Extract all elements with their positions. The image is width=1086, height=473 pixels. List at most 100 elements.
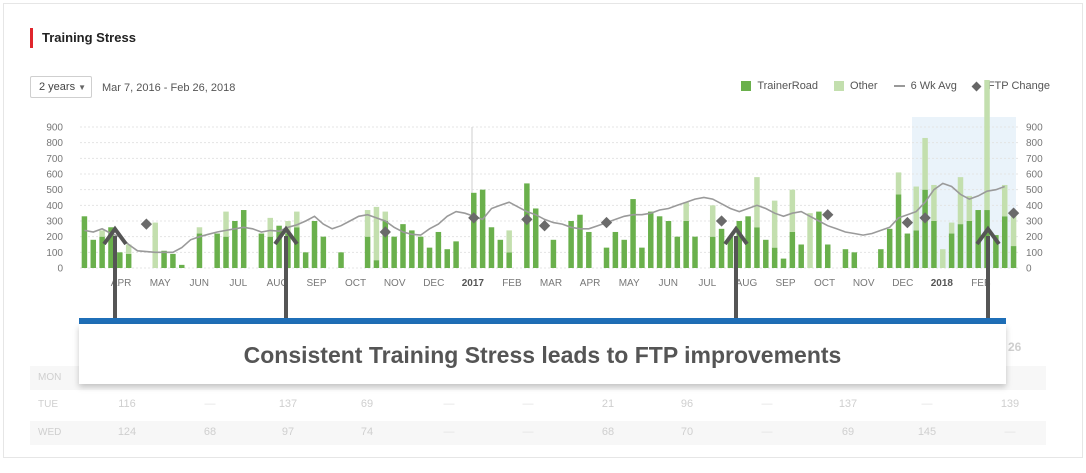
- bar-trainerroad[interactable]: [656, 216, 663, 268]
- bar-trainerroad[interactable]: [506, 252, 512, 268]
- bar-trainerroad[interactable]: [904, 233, 911, 268]
- bar-trainerroad[interactable]: [214, 233, 220, 268]
- bar-trainerroad[interactable]: [709, 236, 716, 268]
- bar-other[interactable]: [125, 244, 132, 254]
- bar-trainerroad[interactable]: [586, 231, 592, 268]
- bar-other[interactable]: [99, 230, 105, 237]
- bar-other[interactable]: [807, 213, 813, 268]
- bar-other[interactable]: [1010, 211, 1017, 247]
- bar-trainerroad[interactable]: [825, 244, 831, 269]
- bar-trainerroad[interactable]: [267, 236, 273, 268]
- bar-trainerroad[interactable]: [117, 252, 123, 268]
- bar-trainerroad[interactable]: [258, 233, 265, 268]
- bar-trainerroad[interactable]: [223, 236, 229, 268]
- ftp-change-marker[interactable]: [538, 220, 551, 232]
- bar-other[interactable]: [294, 211, 300, 228]
- bar-other[interactable]: [789, 189, 796, 232]
- bar-trainerroad[interactable]: [727, 236, 734, 268]
- bar-trainerroad[interactable]: [665, 221, 672, 268]
- bar-other[interactable]: [957, 177, 964, 225]
- ftp-change-marker[interactable]: [1007, 207, 1020, 219]
- bar-trainerroad[interactable]: [81, 216, 88, 268]
- bar-trainerroad[interactable]: [435, 231, 442, 268]
- bar-other[interactable]: [152, 222, 158, 268]
- bar-trainerroad[interactable]: [1010, 246, 1017, 268]
- bar-trainerroad[interactable]: [471, 192, 477, 268]
- bar-trainerroad[interactable]: [816, 211, 822, 268]
- bar-trainerroad[interactable]: [736, 221, 742, 268]
- bar-trainerroad[interactable]: [692, 236, 698, 268]
- bar-trainerroad[interactable]: [497, 239, 504, 268]
- legend-6wk-avg[interactable]: 6 Wk Avg: [893, 80, 957, 92]
- bar-trainerroad[interactable]: [364, 236, 371, 268]
- ftp-change-marker[interactable]: [901, 216, 914, 229]
- bar-trainerroad[interactable]: [931, 221, 937, 268]
- legend-other[interactable]: Other: [834, 80, 878, 92]
- bar-trainerroad[interactable]: [488, 227, 495, 268]
- bar-trainerroad[interactable]: [179, 264, 185, 268]
- bar-trainerroad[interactable]: [276, 225, 282, 268]
- bar-other[interactable]: [948, 222, 955, 234]
- bar-other[interactable]: [984, 80, 990, 211]
- bar-trainerroad[interactable]: [90, 239, 97, 268]
- ftp-change-marker[interactable]: [468, 212, 480, 224]
- bar-other[interactable]: [895, 172, 902, 195]
- bar-trainerroad[interactable]: [479, 189, 486, 268]
- legend-ftp-change[interactable]: FTP Change: [971, 80, 1050, 92]
- legend-trainerroad[interactable]: TrainerRoad: [741, 80, 818, 92]
- bar-trainerroad[interactable]: [639, 247, 645, 268]
- bar-trainerroad[interactable]: [957, 224, 964, 268]
- bar-trainerroad[interactable]: [771, 247, 778, 268]
- bar-other[interactable]: [382, 211, 389, 221]
- bar-trainerroad[interactable]: [382, 221, 389, 268]
- bar-other[interactable]: [966, 195, 973, 221]
- ftp-change-marker[interactable]: [715, 215, 728, 227]
- bar-trainerroad[interactable]: [886, 228, 893, 268]
- bar-trainerroad[interactable]: [125, 253, 132, 268]
- bar-trainerroad[interactable]: [630, 199, 636, 268]
- bar-trainerroad[interactable]: [400, 224, 406, 268]
- bar-trainerroad[interactable]: [444, 249, 450, 268]
- ftp-change-marker[interactable]: [822, 209, 834, 221]
- bar-other[interactable]: [1001, 184, 1008, 217]
- bar-trainerroad[interactable]: [524, 183, 530, 268]
- bar-trainerroad[interactable]: [1001, 216, 1008, 268]
- bar-trainerroad[interactable]: [99, 236, 105, 268]
- bar-trainerroad[interactable]: [674, 236, 681, 268]
- bar-trainerroad[interactable]: [966, 221, 973, 268]
- bar-trainerroad[interactable]: [577, 214, 583, 268]
- bar-other[interactable]: [931, 184, 937, 221]
- bar-trainerroad[interactable]: [161, 250, 167, 268]
- bar-other[interactable]: [196, 227, 203, 234]
- bar-trainerroad[interactable]: [550, 239, 557, 268]
- bar-trainerroad[interactable]: [922, 189, 928, 268]
- bar-other[interactable]: [709, 205, 716, 237]
- bar-other[interactable]: [683, 202, 689, 221]
- ftp-change-marker[interactable]: [600, 216, 613, 229]
- bar-other[interactable]: [754, 177, 760, 228]
- bar-trainerroad[interactable]: [391, 236, 397, 268]
- bar-trainerroad[interactable]: [240, 210, 247, 268]
- ftp-change-marker[interactable]: [919, 212, 931, 224]
- bar-trainerroad[interactable]: [895, 194, 902, 268]
- bar-other[interactable]: [913, 186, 919, 231]
- bar-trainerroad[interactable]: [532, 208, 539, 268]
- bar-trainerroad[interactable]: [453, 241, 459, 268]
- bar-trainerroad[interactable]: [603, 247, 610, 268]
- bar-trainerroad[interactable]: [426, 247, 433, 268]
- bar-trainerroad[interactable]: [842, 249, 849, 268]
- range-selector[interactable]: 2 years ▼: [30, 76, 92, 98]
- bar-trainerroad[interactable]: [196, 233, 203, 268]
- ftp-change-marker[interactable]: [379, 226, 391, 238]
- bar-other[interactable]: [364, 210, 371, 237]
- bar-trainerroad[interactable]: [683, 221, 689, 268]
- bar-other[interactable]: [267, 217, 273, 237]
- bar-trainerroad[interactable]: [754, 227, 760, 268]
- bar-trainerroad[interactable]: [302, 252, 309, 268]
- bar-trainerroad[interactable]: [612, 231, 619, 268]
- bar-trainerroad[interactable]: [798, 244, 804, 269]
- bar-trainerroad[interactable]: [718, 228, 725, 268]
- bar-other[interactable]: [506, 230, 512, 253]
- bar-other[interactable]: [940, 249, 946, 268]
- bar-trainerroad[interactable]: [648, 211, 654, 268]
